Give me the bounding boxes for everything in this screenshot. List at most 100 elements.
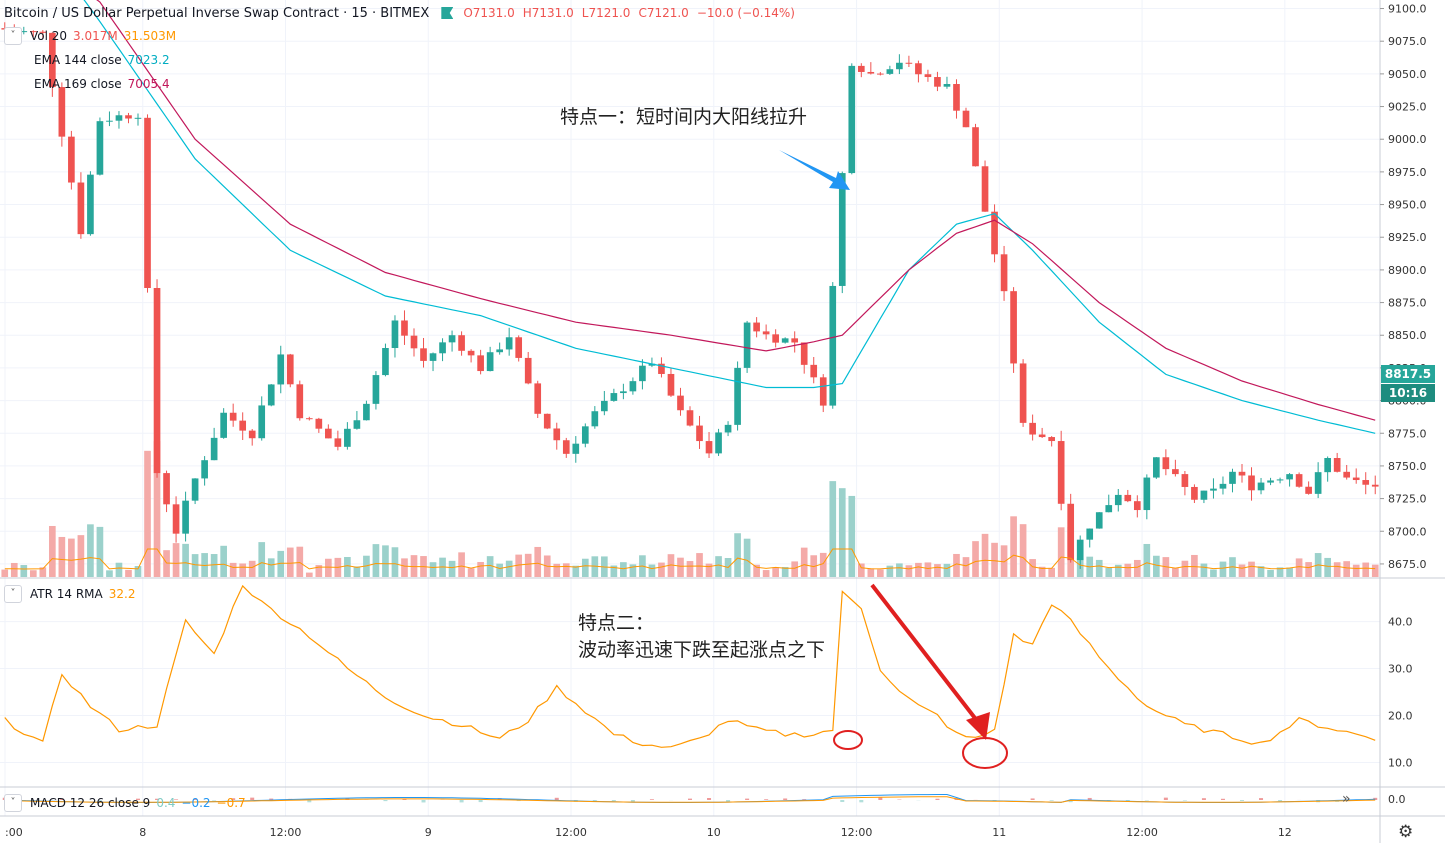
- volume-bar: [1200, 563, 1208, 577]
- macd-histogram-bar: [1259, 798, 1264, 800]
- volume-bar: [39, 567, 47, 577]
- legend-atr-name: ATR 14 RMA: [30, 587, 103, 601]
- macd-histogram-bar: [1049, 800, 1054, 801]
- volume-bar: [896, 563, 903, 577]
- candle-body: [1086, 528, 1094, 540]
- legend-atr[interactable]: ˅ ATR 14 RMA 32.2: [4, 584, 141, 604]
- volume-bar: [962, 557, 970, 577]
- candle-body: [800, 342, 808, 365]
- macd-histogram-bar: [783, 798, 788, 800]
- candle-body: [648, 363, 656, 366]
- candle-body: [286, 354, 294, 385]
- candle-body: [629, 381, 637, 392]
- volume-bar: [953, 553, 960, 577]
- candle-body: [1371, 484, 1379, 487]
- legend-macd[interactable]: ˅ MACD 12 26 close 9 0.4 −0.2 −0.7: [4, 793, 252, 813]
- time-tick-label: 11: [992, 826, 1006, 839]
- price-tick-label: 8875.0: [1388, 297, 1427, 310]
- volume-bar: [68, 538, 75, 577]
- macd-histogram-bar: [1373, 797, 1378, 800]
- candle-body: [838, 173, 846, 286]
- symbol-title[interactable]: Bitcoin / US Dollar Perpetual Inverse Sw…: [4, 5, 430, 21]
- candle-body: [915, 63, 922, 75]
- candle-body: [524, 357, 532, 384]
- legend-ema144[interactable]: EMA 144 close 7023.2: [34, 50, 176, 70]
- candle-body: [210, 437, 218, 461]
- volume-bar: [1010, 516, 1017, 577]
- candle-body: [934, 77, 941, 87]
- volume-bar: [1295, 558, 1303, 577]
- candle-body: [572, 443, 580, 454]
- volume-bar: [562, 563, 570, 577]
- volume-bar: [305, 572, 313, 577]
- volume-bar: [829, 481, 837, 577]
- candle-body: [496, 349, 503, 353]
- candle-body: [401, 320, 408, 336]
- candle-body: [420, 348, 427, 361]
- macd-histogram-bar: [269, 798, 274, 800]
- chevron-down-icon[interactable]: ˅: [4, 585, 22, 603]
- volume-bar: [1362, 562, 1370, 577]
- scroll-right-icon[interactable]: »: [1342, 791, 1351, 807]
- volume-bar: [924, 562, 932, 577]
- macd-histogram-bar: [859, 800, 864, 803]
- atr-tick-label: 10.0: [1388, 757, 1413, 770]
- legend-ema169[interactable]: EMA 169 close 7005.4: [34, 74, 176, 94]
- ohlc-open: O7131.0: [463, 6, 515, 20]
- candle-body: [429, 353, 437, 361]
- candle-body: [886, 69, 894, 74]
- legend-macd-value-2: −0.2: [181, 796, 211, 810]
- legend-macd-value-1: 0.4: [156, 796, 176, 810]
- candle-body: [1153, 457, 1160, 478]
- macd-histogram-bar: [1068, 800, 1073, 803]
- volume-bar: [1143, 543, 1151, 577]
- chevron-down-icon[interactable]: ˅: [4, 27, 22, 45]
- volume-bar: [1105, 567, 1113, 577]
- volume-bar: [1238, 564, 1246, 577]
- candle-body: [239, 420, 247, 431]
- volume-bar: [163, 550, 170, 577]
- candle-body: [106, 120, 113, 122]
- volume-bar: [905, 565, 913, 577]
- volume-bar: [838, 488, 846, 577]
- candle-body: [115, 115, 123, 121]
- price-tick-label: 9050.0: [1388, 68, 1427, 81]
- volume-bar: [87, 524, 94, 577]
- volume-bar: [886, 565, 894, 577]
- ohlc-low: L7121.0: [581, 6, 631, 20]
- candle-body: [705, 441, 713, 454]
- gear-icon[interactable]: ⚙: [1398, 822, 1414, 842]
- macd-histogram-bar: [688, 798, 692, 800]
- macd-histogram-bar: [1201, 798, 1206, 800]
- flag-icon[interactable]: [441, 7, 454, 19]
- volume-bar: [515, 554, 523, 577]
- candle-body: [172, 504, 180, 534]
- candle-body: [353, 420, 361, 429]
- macd-histogram-bar: [1144, 800, 1149, 801]
- candle-body: [924, 74, 932, 78]
- volume-bar: [153, 441, 161, 577]
- volume-bar: [1267, 569, 1274, 577]
- volume-bar: [353, 566, 361, 577]
- macd-histogram-bar: [840, 800, 845, 803]
- candle-body: [591, 411, 599, 427]
- candle-body: [981, 166, 989, 212]
- candle-body: [1057, 441, 1065, 504]
- chevron-down-icon[interactable]: ˅: [4, 794, 22, 812]
- legend-ema169-value: 7005.4: [127, 77, 170, 91]
- candle-body: [1305, 486, 1312, 494]
- candle-body: [229, 412, 237, 421]
- volume-bar: [981, 533, 989, 577]
- macd-histogram-bar: [992, 800, 997, 801]
- legend-vol-ma-value: 31.503M: [123, 29, 177, 43]
- macd-histogram-bar: [592, 800, 597, 801]
- candle-body: [1267, 480, 1274, 483]
- volume-bar: [382, 545, 389, 577]
- candle-body: [458, 335, 465, 351]
- legend-vol[interactable]: ˅ Vol 20 3.017M 31.503M: [4, 26, 182, 46]
- candle-body: [601, 400, 608, 412]
- time-tick-label: 10: [707, 826, 721, 839]
- volume-bar: [1172, 567, 1179, 577]
- candle-body: [1324, 457, 1331, 473]
